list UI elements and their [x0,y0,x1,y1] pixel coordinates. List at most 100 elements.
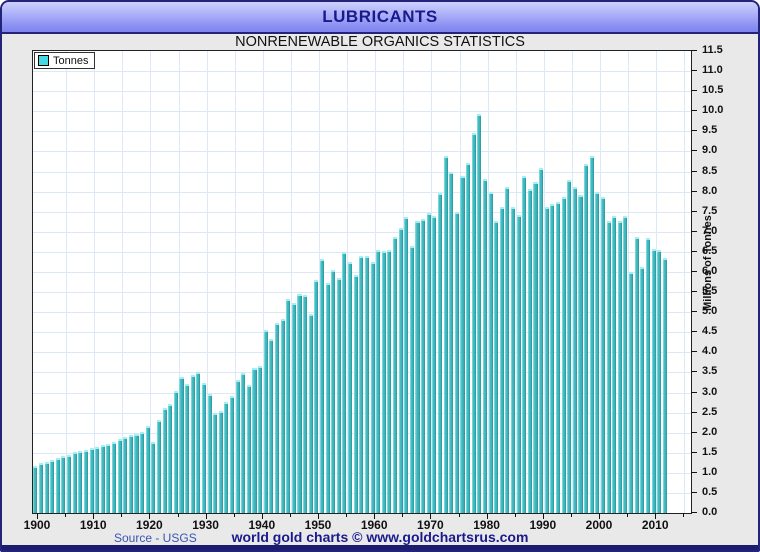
bar-1939 [252,368,257,513]
x-tick-minor [177,513,179,517]
bar-1979 [477,114,482,513]
x-tick-label: 1930 [192,518,219,532]
y-tick-label: 8.0 [702,184,718,197]
bar-1942 [269,339,274,513]
chart-title: LUBRICANTS [322,7,438,26]
bar-1998 [584,164,589,513]
bar-1975 [454,211,459,513]
h-gridline [33,171,691,173]
bar-1988 [527,188,532,513]
y-tick-label: 2.0 [702,425,718,438]
bar-1948 [303,295,308,513]
bar-1931 [207,393,212,513]
bar-2012 [662,257,667,513]
bar-1954 [336,278,341,513]
h-gridline [33,131,691,133]
v-gridline [347,51,349,513]
bar-1969 [421,218,426,513]
y-tick-label: 10.0 [702,104,724,117]
bar-1922 [156,420,162,513]
bar-1950 [314,279,319,513]
bar-1900 [33,465,38,513]
y-tick-label: 1.0 [702,465,718,478]
bar-1941 [263,330,268,513]
y-tick-label: 6.0 [702,265,718,277]
x-tick-minor [570,513,572,517]
v-gridline [459,51,461,513]
x-tick-label: 1970 [417,518,444,532]
x-tick-minor [627,513,629,517]
x-tick-minor [289,513,291,517]
bar-1960 [370,261,375,513]
bar-1910 [89,448,94,513]
bar-1914 [111,441,117,513]
bar-1987 [522,175,527,513]
bar-1977 [466,162,471,513]
x-tick-major [149,513,151,519]
bar-1973 [443,156,448,513]
v-gridline [656,51,658,513]
bar-1980 [482,179,487,513]
x-tick-label: 2000 [585,518,613,532]
bar-1934 [224,401,229,513]
bar-1967 [409,245,414,513]
y-tick [691,331,697,333]
y-tick [691,371,697,373]
source-note: Source - USGS [114,531,197,545]
bottom-strip [2,545,758,550]
h-gridline [33,151,691,153]
bar-1991 [544,206,549,513]
x-tick-label: 1990 [529,518,557,532]
v-gridline [600,51,601,513]
bar-1907 [72,451,77,513]
bar-1995 [567,180,572,513]
bar-1964 [392,236,398,513]
bar-1986 [516,214,521,513]
bar-1961 [376,249,381,513]
x-tick-minor [458,513,460,517]
bar-1946 [291,302,296,513]
v-gridline [628,51,630,513]
y-tick [691,411,697,413]
y-tick-label: 7.5 [702,204,718,217]
plot-area [32,50,692,514]
h-gridline [33,71,691,73]
bar-1982 [494,220,499,513]
bar-1919 [140,431,145,513]
legend: Tonnes [34,52,96,69]
x-tick-minor [514,513,516,517]
v-gridline [543,51,545,513]
bar-2002 [606,221,611,513]
x-tick-minor [121,513,123,517]
bar-1958 [359,255,364,513]
x-tick-major [261,513,263,519]
bar-1983 [499,207,504,513]
v-gridline [375,51,377,513]
y-tick [691,491,697,493]
v-gridline [290,51,292,513]
bar-1940 [258,366,263,513]
bar-1918 [134,433,139,513]
bar-2006 [629,272,634,513]
bar-1902 [44,461,49,513]
bar-1909 [83,449,88,513]
bar-1996 [572,186,577,513]
bar-2001 [600,196,605,513]
x-tick-label: 1920 [136,518,163,532]
bar-1943 [274,323,280,513]
bar-1990 [539,168,544,513]
bar-1976 [460,175,465,513]
credit-line: world gold charts © www.goldchartsrus.co… [231,529,529,545]
y-tick [691,210,697,212]
y-tick [691,110,697,112]
bar-1999 [589,155,594,513]
bar-1965 [398,228,403,513]
y-tick [691,170,697,172]
bar-1997 [578,195,583,513]
y-tick [691,190,697,192]
bar-2009 [645,238,650,513]
y-tick [691,351,697,353]
bar-1930 [201,382,206,513]
y-tick [691,311,697,313]
